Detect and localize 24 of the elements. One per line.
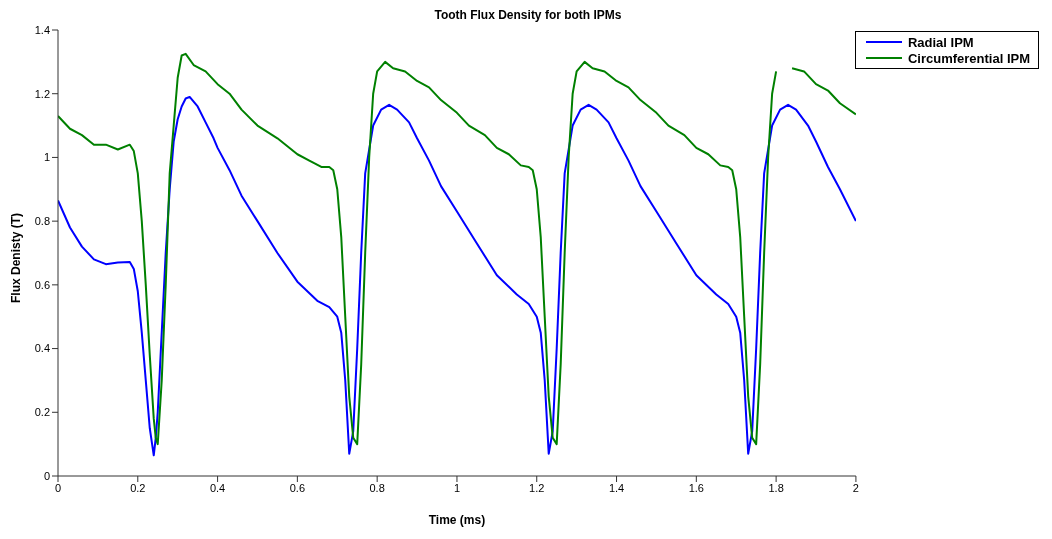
x-tick-label: 0 [54,481,62,494]
y-axis-title: Flux Denisty (T) [9,212,24,303]
y-tick-label: 0 [43,469,50,482]
x-tick-label: 0.4 [209,481,226,494]
chart-title: Tooth Flux Density for both IPMs [433,8,623,22]
x-tick-label: 0.2 [130,481,146,494]
y-tick-label: 0.8 [34,215,50,228]
y-tick-label: 1 [43,151,50,164]
x-tick-label: 1.8 [768,481,784,494]
y-tick-label: 0.6 [34,278,50,291]
x-tick-label: 1.6 [688,481,704,494]
legend-label: Circumferential IPM [907,50,1030,66]
y-tick-label: 1.2 [34,87,50,100]
y-tick-label: 0.4 [34,342,50,355]
x-tick-label: 1.2 [529,481,545,494]
x-tick-label: 2 [852,481,859,494]
y-tick-label: 0.2 [34,406,50,419]
x-axis-title: Time (ms) [428,513,486,527]
x-tick-label: 1 [453,481,461,494]
x-tick-label: 0.6 [289,481,306,494]
x-tick-label: 0.8 [369,481,385,494]
y-tick-label: 1.4 [34,23,50,36]
legend-label: Radial IPM [907,34,974,50]
x-tick-label: 1.4 [608,481,625,494]
